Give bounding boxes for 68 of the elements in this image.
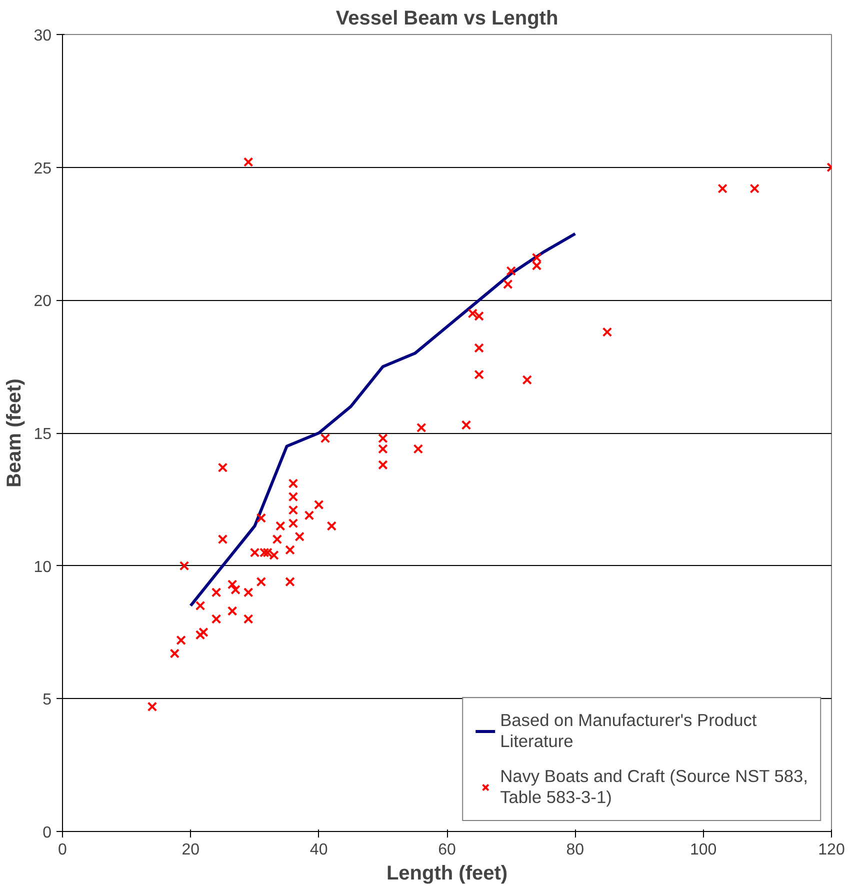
point: [198, 627, 208, 638]
point: [294, 532, 304, 542]
point: [243, 588, 254, 598]
point: [288, 492, 298, 502]
x-tick-label: 0: [58, 842, 68, 858]
point: [147, 702, 158, 712]
point: [243, 157, 254, 167]
point: [170, 648, 180, 658]
point: [285, 545, 295, 555]
point: [506, 266, 516, 276]
point: [522, 374, 532, 385]
point: [532, 252, 542, 263]
y-tick-label: 15: [34, 426, 52, 443]
point: [211, 588, 222, 598]
point: [378, 444, 388, 454]
point: [461, 420, 472, 430]
x-tick-label: 80: [566, 842, 584, 858]
x-axis-title: Length (feet): [386, 862, 508, 884]
point: [320, 433, 330, 444]
point: [326, 521, 337, 531]
point: [275, 521, 286, 531]
y-tick-label: 25: [34, 160, 52, 178]
x-tick-label: 40: [310, 842, 328, 858]
point: [502, 279, 513, 290]
point: [304, 510, 314, 520]
point: [378, 460, 388, 470]
point: [272, 534, 282, 544]
legend-label: Navy Boats and Craft (Source NST 583, Table 583-3-1): [500, 766, 808, 808]
legend-label: Based on Manufacturer's Product Literature: [500, 710, 757, 752]
y-tick-label: 5: [42, 692, 52, 709]
point: [211, 614, 222, 624]
point: [195, 600, 206, 611]
point: [474, 343, 484, 353]
y-tick-label: 0: [42, 824, 52, 842]
point: [314, 500, 324, 510]
point: [532, 260, 542, 271]
point: [256, 576, 266, 587]
point: [218, 534, 228, 544]
point: [227, 580, 238, 590]
point: [227, 606, 238, 616]
y-axis-title: Beam (feet): [4, 378, 26, 488]
point: [179, 560, 190, 571]
y-tick-label: 10: [34, 558, 52, 576]
point: [176, 635, 186, 646]
point: [288, 518, 298, 528]
y-tick-label: 30: [34, 28, 52, 44]
y-tick-label: 20: [34, 293, 52, 310]
x-tick-label: 60: [438, 842, 456, 858]
x-tick-label: 20: [182, 842, 200, 858]
point: [218, 462, 228, 472]
line-series: [189, 232, 577, 608]
point: [718, 184, 728, 194]
point: [288, 505, 298, 515]
point: [602, 327, 612, 337]
point: [285, 576, 295, 587]
point: [378, 433, 388, 444]
chart-title: Vessel Beam vs Length: [336, 8, 558, 30]
x-tick-label: 120: [818, 842, 845, 858]
point: [243, 614, 254, 624]
x-tick-label: 100: [690, 842, 717, 858]
point: [230, 584, 240, 595]
point: [256, 513, 266, 523]
point: [750, 184, 760, 194]
point: [195, 630, 206, 640]
point: [288, 478, 298, 488]
point: [413, 444, 424, 454]
point: [474, 370, 484, 380]
point: [416, 422, 426, 433]
